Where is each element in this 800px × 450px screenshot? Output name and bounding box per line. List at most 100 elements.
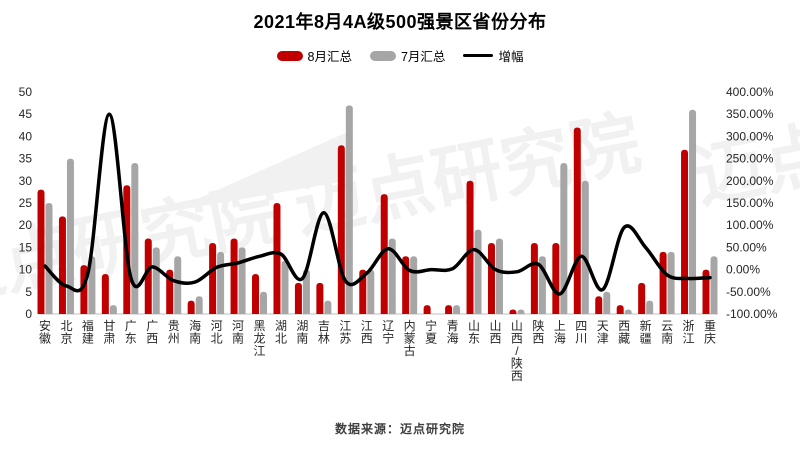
august-bar bbox=[101, 274, 109, 314]
july-bar bbox=[410, 256, 418, 314]
legend-label-july: 7月汇总 bbox=[400, 50, 446, 64]
august-bar bbox=[380, 194, 388, 314]
left-axis-tick: 20 bbox=[19, 218, 33, 232]
x-axis-label: 山西/陕西 bbox=[511, 319, 523, 383]
growth-line bbox=[43, 112, 712, 296]
right-axis-tick: 200.00% bbox=[726, 174, 774, 188]
july-bar bbox=[152, 247, 160, 314]
legend: 8月汇总 7月汇总 增幅 bbox=[0, 46, 800, 65]
july-bar bbox=[581, 180, 589, 314]
left-axis-tick: 40 bbox=[19, 129, 33, 143]
july-bar bbox=[66, 158, 74, 314]
august-bar bbox=[423, 305, 431, 314]
august-bar bbox=[659, 251, 667, 314]
x-axis-label: 山东 bbox=[468, 319, 480, 346]
july-bar bbox=[689, 109, 697, 314]
x-axis-label: 陕西 bbox=[532, 318, 544, 346]
x-axis-label: 天津 bbox=[597, 319, 609, 346]
legend-item-august: 8月汇总 bbox=[276, 46, 352, 65]
right-axis-tick: 300.00% bbox=[726, 129, 774, 143]
right-axis-tick: 0.00% bbox=[726, 263, 760, 277]
left-axis-tick: 25 bbox=[19, 196, 33, 210]
august-bar bbox=[209, 242, 217, 314]
left-axis-tick: 50 bbox=[19, 85, 33, 99]
july-bar bbox=[517, 309, 525, 314]
right-axis-tick: -50.00% bbox=[726, 285, 771, 299]
august-swatch-icon bbox=[276, 50, 303, 61]
x-axis-label: 北京 bbox=[60, 319, 72, 346]
right-axis-tick: 100.00% bbox=[726, 218, 774, 232]
left-axis-tick: 15 bbox=[19, 240, 33, 254]
legend-item-growth: 增幅 bbox=[463, 46, 523, 65]
right-axis-tick: 50.00% bbox=[726, 240, 767, 254]
x-axis-label: 云南 bbox=[661, 319, 673, 346]
x-axis-label: 安徽 bbox=[39, 318, 51, 346]
july-bar bbox=[388, 238, 396, 314]
august-bar bbox=[595, 296, 603, 314]
august-bar bbox=[445, 305, 453, 314]
legend-label-growth: 增幅 bbox=[498, 50, 524, 64]
august-bar bbox=[509, 309, 517, 314]
x-axis-label: 广西 bbox=[146, 319, 158, 346]
july-bar bbox=[217, 251, 225, 314]
left-axis-tick: 30 bbox=[19, 174, 33, 188]
left-axis-tick: 5 bbox=[25, 285, 32, 299]
july-bar bbox=[667, 251, 675, 314]
july-bar bbox=[495, 238, 503, 314]
july-bar bbox=[603, 291, 611, 314]
right-axis-tick: 250.00% bbox=[726, 152, 774, 166]
x-axis-label: 新疆 bbox=[640, 318, 652, 346]
july-bar bbox=[646, 300, 654, 314]
july-bar bbox=[195, 296, 203, 314]
x-axis-label: 湖南 bbox=[296, 318, 308, 346]
july-bar bbox=[624, 309, 632, 314]
right-axis-tick: 150.00% bbox=[726, 196, 774, 210]
july-bar bbox=[281, 260, 289, 314]
july-bar bbox=[302, 269, 310, 314]
x-axis-label: 山西 bbox=[489, 319, 501, 346]
x-axis-label: 宁夏 bbox=[425, 318, 437, 346]
legend-item-july: 7月汇总 bbox=[369, 46, 446, 65]
right-axis-tick: -100.00% bbox=[726, 307, 778, 321]
july-bar bbox=[109, 305, 117, 314]
x-axis-label: 重庆 bbox=[704, 319, 716, 346]
x-axis-label: 黑龙江 bbox=[254, 319, 266, 358]
july-bar bbox=[453, 305, 461, 314]
x-axis-label: 西藏 bbox=[618, 319, 630, 346]
august-bar bbox=[294, 282, 302, 314]
july-bar bbox=[560, 163, 568, 314]
x-axis-label: 青海 bbox=[447, 319, 459, 346]
august-bar bbox=[187, 300, 195, 314]
x-axis-label: 四川 bbox=[575, 319, 587, 346]
x-axis-label: 河南 bbox=[232, 319, 244, 346]
x-axis-label: 辽宁 bbox=[382, 319, 394, 346]
left-axis-tick: 10 bbox=[19, 263, 33, 277]
july-bar bbox=[367, 269, 375, 314]
x-axis-label: 浙江 bbox=[683, 319, 695, 346]
july-bar bbox=[238, 247, 246, 314]
august-bar bbox=[638, 282, 646, 314]
right-axis-tick: 350.00% bbox=[726, 107, 774, 121]
august-bar bbox=[37, 189, 45, 314]
right-axis-tick: 400.00% bbox=[726, 85, 774, 99]
august-bar bbox=[230, 238, 238, 314]
july-bar bbox=[324, 300, 332, 314]
july-bar bbox=[174, 256, 182, 314]
august-bar bbox=[252, 274, 260, 314]
x-axis-label: 广东 bbox=[125, 319, 137, 346]
x-axis-label: 海南 bbox=[189, 318, 201, 346]
august-bar bbox=[337, 145, 345, 314]
x-axis-label: 江苏 bbox=[339, 319, 351, 346]
july-bar bbox=[710, 256, 718, 314]
august-bar bbox=[466, 180, 474, 314]
x-axis-label: 江西 bbox=[361, 319, 373, 346]
x-axis-label: 甘肃 bbox=[103, 319, 115, 346]
chart-title: 2021年8月4A级500强景区省份分布 bbox=[253, 12, 547, 32]
august-bar bbox=[702, 269, 710, 314]
august-bar bbox=[58, 216, 66, 314]
august-bar bbox=[273, 203, 281, 314]
left-axis-tick: 35 bbox=[19, 152, 33, 166]
data-source-note: 数据来源：迈点研究院 bbox=[334, 422, 465, 436]
x-axis-label: 吉林 bbox=[318, 319, 330, 346]
